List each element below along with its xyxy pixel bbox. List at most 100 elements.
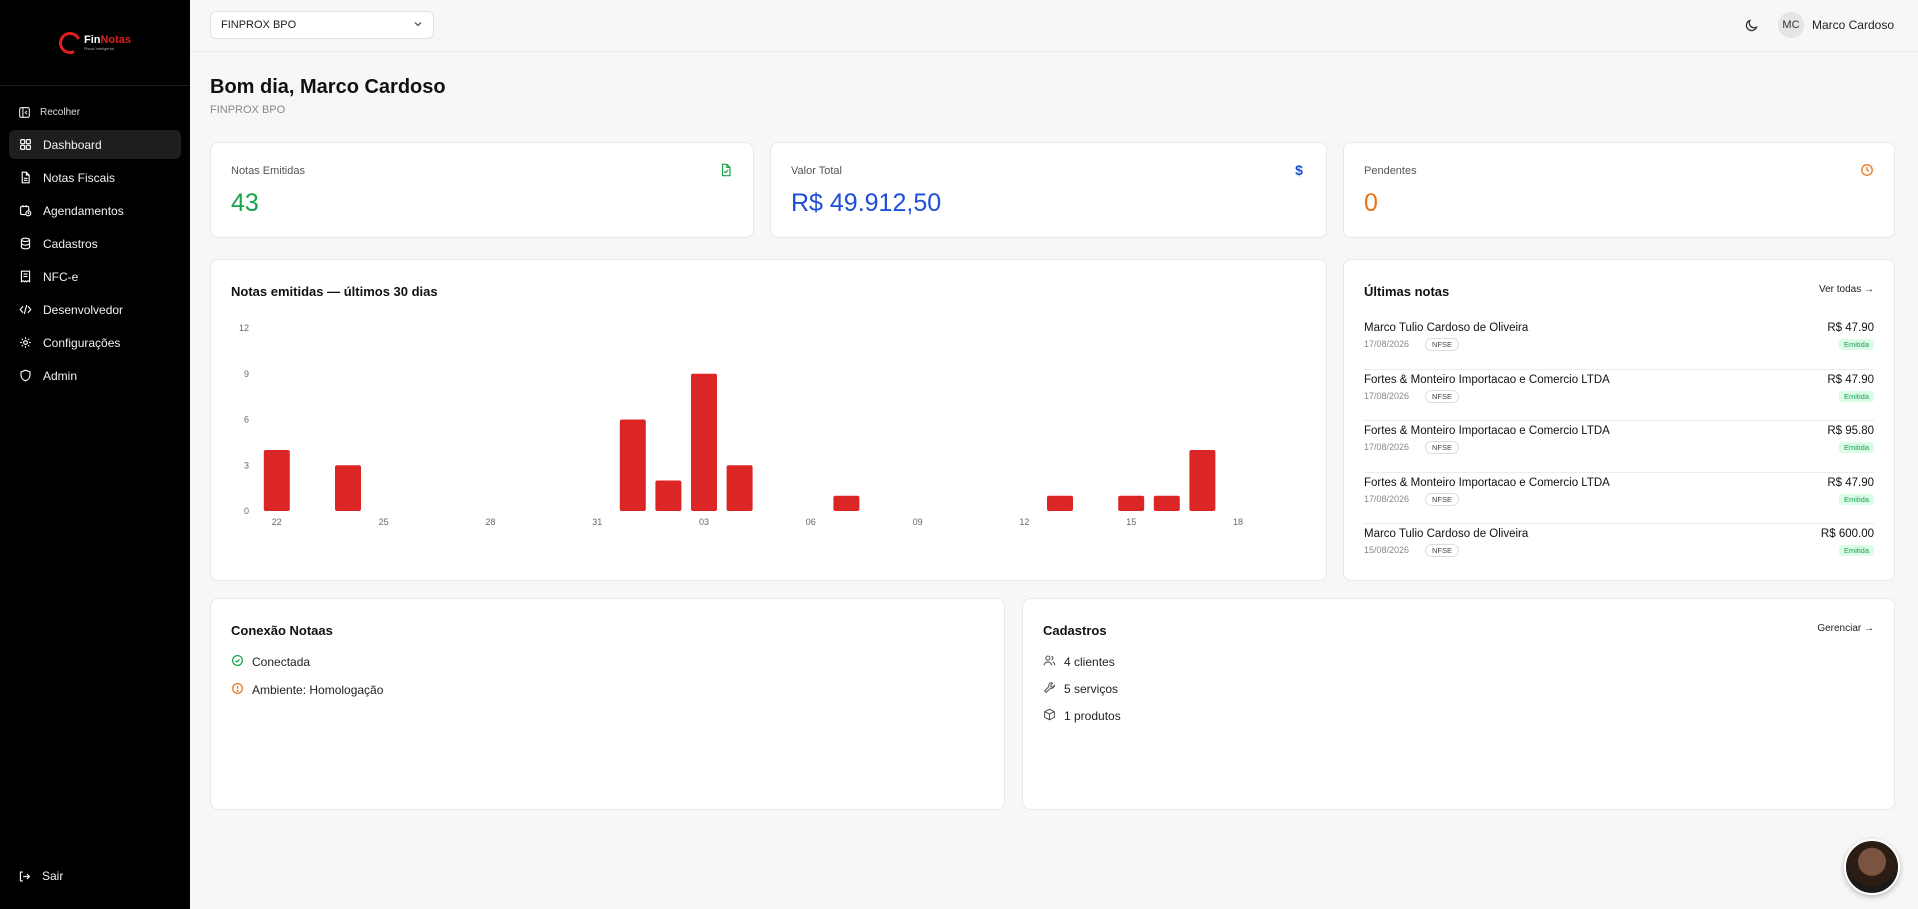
status-badge: Emitida — [1838, 442, 1874, 453]
services-count-label: 5 serviços — [1064, 682, 1119, 696]
chart-bar-16[interactable] — [1153, 495, 1180, 511]
chart-bar-07[interactable] — [833, 495, 860, 511]
x-tick-label: 22 — [272, 517, 282, 527]
status-badge: Emitida — [1838, 545, 1874, 556]
page-title: Bom dia, Marco Cardoso — [210, 76, 446, 98]
note-date: 17/08/2026 — [1364, 339, 1410, 349]
note-date: 17/08/2026 — [1364, 390, 1410, 401]
sidebar-item-cadastros[interactable]: Cadastros — [9, 229, 181, 258]
status-badge: Emitida — [1838, 339, 1874, 350]
cadastros-card: Cadastros Gerenciar → 4 clientes 5 servi… — [1022, 598, 1895, 810]
code-icon — [19, 303, 32, 316]
arrow-right-icon: → — [1864, 623, 1874, 634]
kpi-card-notas-emitidas: Notas Emitidas 43 — [210, 142, 754, 238]
note-type-badge: NFSE — [1425, 338, 1460, 351]
list-item[interactable]: Fortes & Monteiro Importacao e Comercio … — [1364, 421, 1874, 473]
sidebar-item-label: Configurações — [43, 335, 121, 350]
sidebar-item-label: Dashboard — [43, 137, 102, 152]
note-value: R$ 47.90 — [1827, 476, 1874, 489]
sidebar-item-label: Admin — [43, 368, 78, 383]
x-tick-label: 15 — [1126, 517, 1136, 527]
chart-bar-24[interactable] — [335, 465, 361, 511]
collapse-label: Recolher — [40, 106, 81, 118]
sidebar-item-notas-fiscais[interactable]: Notas Fiscais — [9, 163, 181, 192]
y-tick-label: 12 — [239, 323, 249, 333]
note-date: 17/08/2026 — [1364, 442, 1410, 452]
kpi-value: R$ 49.912,50 — [791, 189, 942, 217]
sidebar-item-label: NFC-e — [43, 269, 79, 284]
kpi-label: Pendentes — [1364, 165, 1417, 177]
services-count: 5 serviços — [1043, 681, 1118, 697]
connection-status-label: Conectada — [252, 655, 311, 669]
list-item[interactable]: Fortes & Monteiro Importacao e Comercio … — [1364, 370, 1874, 421]
file-check-icon — [719, 163, 733, 177]
clock-icon — [1860, 163, 1874, 177]
logout-icon — [18, 870, 31, 883]
chart-bar-02[interactable] — [655, 480, 682, 512]
shield-icon — [19, 369, 32, 382]
y-tick-label: 3 — [244, 460, 249, 470]
logout-label: Sair — [42, 869, 64, 883]
chart-bar-03[interactable] — [691, 373, 717, 511]
note-client-name: Marco Tulio Cardoso de Oliveira — [1364, 528, 1529, 540]
connection-status: Conectada — [231, 654, 310, 670]
note-client-name: Marco Tulio Cardoso de Oliveira — [1364, 322, 1529, 334]
status-badge: Emitida — [1838, 493, 1874, 505]
connection-environment: Ambiente: Homologação — [231, 682, 383, 698]
kpi-value: 43 — [231, 189, 259, 217]
wrench-icon — [1043, 681, 1056, 697]
x-tick-label: 18 — [1233, 517, 1243, 527]
app-logo[interactable]: FinNotas Fiscal Inteligente — [0, 0, 190, 86]
sidebar-item-configuracoes[interactable]: Configurações — [9, 328, 181, 357]
list-item[interactable]: Fortes & Monteiro Importacao e Comercio … — [1364, 473, 1874, 524]
arrow-right-icon: → — [1864, 284, 1874, 295]
dollar-icon: $ — [1295, 162, 1303, 178]
calendar-clock-icon — [19, 204, 32, 217]
x-tick-label: 28 — [485, 517, 495, 527]
chart-bar-13[interactable] — [1047, 495, 1073, 511]
y-tick-label: 9 — [244, 369, 249, 379]
chart-bar-17[interactable] — [1189, 450, 1216, 511]
package-icon — [1043, 708, 1056, 724]
note-type-badge: NFSE — [1425, 389, 1460, 403]
note-client-name: Fortes & Monteiro Importacao e Comercio … — [1364, 425, 1610, 437]
sidebar: FinNotas Fiscal Inteligente Recolher Das… — [0, 0, 190, 909]
see-all-label: Ver todas — [1818, 284, 1862, 295]
see-all-link[interactable]: Ver todas → — [1819, 284, 1874, 295]
database-icon — [19, 237, 32, 250]
sidebar-item-label: Notas Fiscais — [43, 170, 116, 185]
chart-card: Notas emitidas — últimos 30 dias 0 3 6 9 12 2… — [210, 259, 1327, 581]
user-menu[interactable]: MC Marco Cardoso — [1777, 12, 1894, 38]
list-item[interactable]: Marco Tulio Cardoso de Oliveira 15/08/20… — [1364, 524, 1874, 576]
sidebar-nav: Dashboard Notas Fiscais Agendamentos Cad… — [0, 130, 190, 390]
chart-bar-04[interactable] — [726, 465, 753, 511]
manage-link[interactable]: Gerenciar → — [1817, 623, 1874, 634]
kpi-value: 0 — [1364, 189, 1378, 217]
sidebar-item-dashboard[interactable]: Dashboard — [9, 130, 181, 159]
sidebar-item-admin[interactable]: Admin — [9, 361, 181, 390]
sidebar-item-agendamentos[interactable]: Agendamentos — [9, 196, 181, 225]
chart-bar-15[interactable] — [1118, 495, 1145, 511]
logout-button[interactable]: Sair — [18, 869, 63, 883]
moon-icon[interactable] — [1744, 17, 1760, 33]
collapse-sidebar-button[interactable]: Recolher — [0, 103, 190, 121]
support-chat-avatar[interactable] — [1844, 839, 1900, 895]
list-item[interactable]: Marco Tulio Cardoso de Oliveira 17/08/20… — [1364, 318, 1874, 370]
company-select[interactable]: FINPROX BPO — [210, 11, 434, 39]
note-client-name: Fortes & Monteiro Importacao e Comercio … — [1364, 476, 1610, 489]
manage-label: Gerenciar — [1817, 623, 1862, 634]
logo-subtitle: Fiscal Inteligente — [83, 45, 114, 51]
sidebar-item-label: Cadastros — [43, 236, 98, 251]
file-icon — [19, 171, 32, 184]
chart-title: Notas emitidas — últimos 30 dias — [231, 284, 438, 299]
note-value: R$ 47.90 — [1827, 322, 1874, 334]
note-value: R$ 600.00 — [1820, 528, 1874, 540]
receipt-icon — [19, 270, 32, 283]
chart-bar-22[interactable] — [263, 450, 290, 511]
sidebar-item-desenvolvedor[interactable]: Desenvolvedor — [9, 295, 181, 324]
x-tick-label: 12 — [1019, 517, 1029, 527]
connection-card: Conexão Notaas Conectada Ambiente: Homol… — [210, 598, 1005, 810]
sidebar-item-nfce[interactable]: NFC-e — [9, 262, 181, 291]
x-tick-label: 06 — [806, 517, 816, 527]
chart-bar-01[interactable] — [619, 419, 646, 512]
